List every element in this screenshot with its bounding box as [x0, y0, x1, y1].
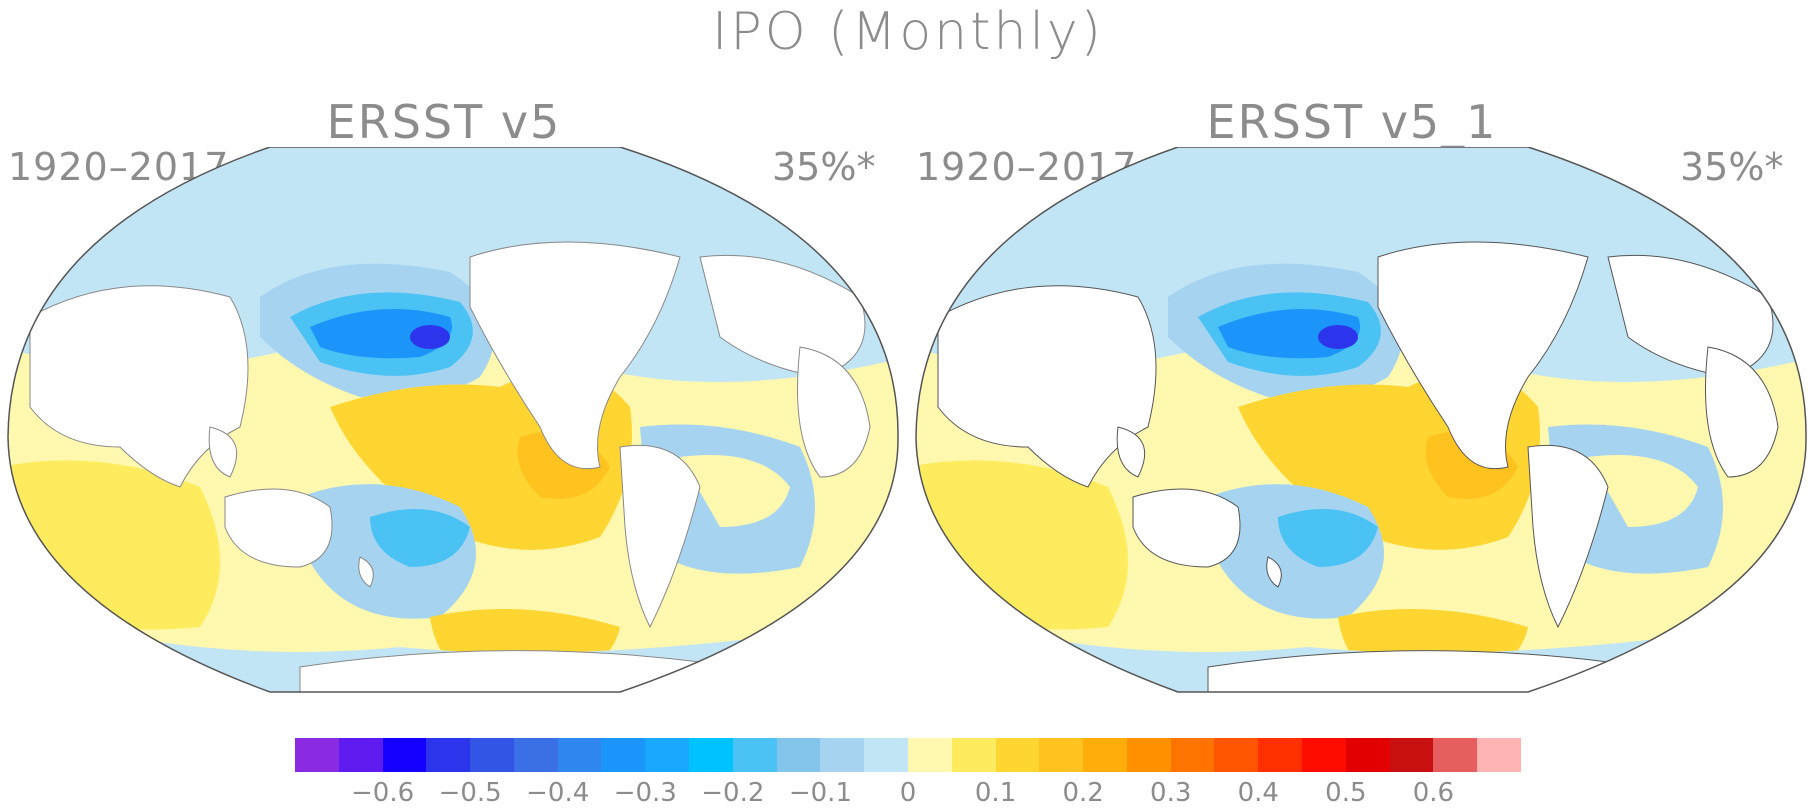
world-map	[915, 147, 1807, 693]
colorbar-cell	[1433, 738, 1478, 772]
panel-title: ERSST v5_1	[1206, 95, 1498, 149]
colorbar-tick-label: −0.6	[350, 778, 415, 808]
colorbar	[295, 738, 1521, 772]
colorbar-cell	[732, 738, 777, 772]
colorbar-cell	[601, 738, 646, 772]
colorbar-cell	[295, 738, 339, 772]
colorbar-tick-label: 0.6	[1412, 778, 1455, 808]
main-title: IPO (Monthly)	[712, 2, 1104, 62]
colorbar-cell	[776, 738, 821, 772]
colorbar-cell	[1126, 738, 1171, 772]
colorbar-cell	[1170, 738, 1215, 772]
colorbar-tick-label: −0.2	[701, 778, 765, 808]
colorbar-cell	[1301, 738, 1346, 772]
map-panel-right: ERSST v5_1 1920–2017 35%*	[908, 95, 1816, 715]
colorbar-tick-label: 0.1	[974, 778, 1017, 808]
colorbar-cell	[864, 738, 908, 772]
colorbar-cell	[1345, 738, 1390, 772]
colorbar-cell	[645, 738, 690, 772]
colorbar-tick-label: −0.3	[613, 778, 677, 808]
colorbar-cell	[1258, 738, 1302, 772]
colorbar-cell	[426, 738, 471, 772]
colorbar-cell	[995, 738, 1040, 772]
colorbar-tick-label: −0.5	[438, 778, 502, 808]
colorbar-cell	[951, 738, 996, 772]
colorbar-tick-label: −0.1	[788, 778, 852, 808]
world-map	[7, 147, 899, 693]
colorbar-cell	[1083, 738, 1127, 772]
colorbar-cell	[907, 738, 952, 772]
panel-title: ERSST v5	[326, 95, 562, 149]
colorbar-cell	[513, 738, 558, 772]
colorbar-tick-label: 0.3	[1150, 778, 1192, 808]
percent-label: 35%*	[772, 145, 876, 189]
colorbar-tick-label: 0.5	[1325, 778, 1367, 808]
colorbar-cell	[338, 738, 383, 772]
colorbar-tick-label: 0.4	[1237, 778, 1279, 808]
colorbar-tick-label: 0	[899, 778, 917, 808]
colorbar-cell	[470, 738, 514, 772]
colorbar-cell	[1039, 738, 1084, 772]
colorbar-ticks: −0.6 −0.5 −0.4 −0.3 −0.2 −0.1 0 0.1 0.2 0.3 0.4 0.5…	[0, 778, 1816, 808]
colorbar-tick-label: −0.4	[526, 778, 590, 808]
colorbar-cell	[689, 738, 733, 772]
percent-label: 35%*	[1680, 145, 1784, 189]
colorbar-cell	[1389, 738, 1434, 772]
colorbar-cell	[557, 738, 602, 772]
map-panel-left: ERSST v5 1920–2017 35%*	[0, 95, 908, 715]
colorbar-cell	[820, 738, 865, 772]
colorbar-cell	[1477, 738, 1521, 772]
colorbar-tick-label: 0.2	[1062, 778, 1104, 808]
colorbar-cell	[1214, 738, 1259, 772]
colorbar-cell	[382, 738, 427, 772]
